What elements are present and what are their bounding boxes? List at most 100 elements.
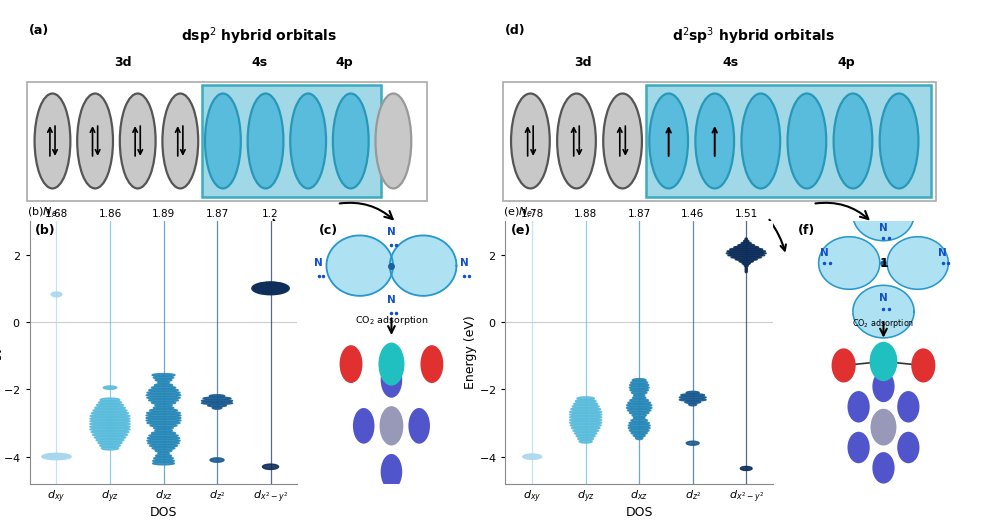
Ellipse shape <box>744 264 748 267</box>
Circle shape <box>379 343 404 386</box>
Text: N: N <box>460 258 469 268</box>
Ellipse shape <box>629 386 649 389</box>
Ellipse shape <box>576 435 596 438</box>
Ellipse shape <box>91 411 129 415</box>
Ellipse shape <box>146 414 181 417</box>
Ellipse shape <box>96 438 124 442</box>
Ellipse shape <box>574 402 598 405</box>
Text: N: N <box>938 248 947 257</box>
Ellipse shape <box>152 373 175 376</box>
Text: N: N <box>879 223 888 232</box>
Ellipse shape <box>523 454 541 459</box>
Ellipse shape <box>252 282 289 295</box>
Circle shape <box>847 432 870 463</box>
Ellipse shape <box>631 419 647 422</box>
Ellipse shape <box>628 401 650 404</box>
Ellipse shape <box>649 94 688 188</box>
Ellipse shape <box>91 431 129 434</box>
Ellipse shape <box>726 252 766 254</box>
Ellipse shape <box>745 268 747 270</box>
Circle shape <box>897 391 920 423</box>
Text: (e): (e) <box>510 224 531 237</box>
Bar <box>645 85 932 197</box>
Text: (b)$N_e$:: (b)$N_e$: <box>27 206 60 219</box>
Ellipse shape <box>153 460 174 462</box>
Circle shape <box>897 432 920 463</box>
Text: dsp$^2$ hybrid orbitals: dsp$^2$ hybrid orbitals <box>181 25 337 47</box>
Circle shape <box>869 342 898 381</box>
Ellipse shape <box>93 409 127 412</box>
Ellipse shape <box>557 94 596 188</box>
Ellipse shape <box>90 428 130 431</box>
Text: 1.78: 1.78 <box>520 210 544 219</box>
Text: CO$_2$ adsorption: CO$_2$ adsorption <box>852 317 915 330</box>
Ellipse shape <box>511 94 550 188</box>
Ellipse shape <box>208 404 226 407</box>
Ellipse shape <box>630 399 648 402</box>
Ellipse shape <box>152 432 175 435</box>
Ellipse shape <box>632 396 646 399</box>
Ellipse shape <box>685 401 701 404</box>
Text: N: N <box>879 293 888 304</box>
Y-axis label: Energy (eV): Energy (eV) <box>464 316 478 389</box>
Ellipse shape <box>731 256 761 258</box>
Ellipse shape <box>572 426 600 430</box>
Ellipse shape <box>101 447 119 450</box>
Ellipse shape <box>570 424 602 427</box>
Ellipse shape <box>628 426 650 430</box>
Polygon shape <box>853 188 914 241</box>
Circle shape <box>381 362 402 398</box>
Ellipse shape <box>681 394 705 396</box>
Ellipse shape <box>154 457 173 460</box>
Ellipse shape <box>733 246 759 249</box>
Text: 1.87: 1.87 <box>627 210 651 219</box>
Ellipse shape <box>153 462 174 465</box>
Ellipse shape <box>633 417 645 420</box>
Ellipse shape <box>631 432 647 435</box>
Circle shape <box>408 408 430 444</box>
Ellipse shape <box>205 94 241 188</box>
Ellipse shape <box>570 416 602 419</box>
Ellipse shape <box>150 444 177 447</box>
Ellipse shape <box>209 395 225 397</box>
Ellipse shape <box>147 394 180 397</box>
Text: 4p: 4p <box>837 56 855 69</box>
Ellipse shape <box>573 429 599 432</box>
Text: 3d: 3d <box>114 56 132 69</box>
Ellipse shape <box>163 94 198 188</box>
Ellipse shape <box>604 94 642 188</box>
Ellipse shape <box>203 397 231 400</box>
Polygon shape <box>389 236 457 296</box>
Ellipse shape <box>100 398 120 401</box>
Ellipse shape <box>626 407 652 409</box>
Ellipse shape <box>77 94 113 188</box>
Ellipse shape <box>745 270 747 272</box>
Text: 4p: 4p <box>336 56 353 69</box>
Ellipse shape <box>788 94 826 188</box>
Circle shape <box>872 371 895 402</box>
Circle shape <box>870 409 897 446</box>
Ellipse shape <box>633 394 645 397</box>
Ellipse shape <box>153 447 174 450</box>
Ellipse shape <box>680 396 707 399</box>
Ellipse shape <box>571 408 601 411</box>
Ellipse shape <box>741 242 751 244</box>
Ellipse shape <box>103 386 117 389</box>
X-axis label: DOS: DOS <box>625 506 653 519</box>
Ellipse shape <box>155 384 172 386</box>
Ellipse shape <box>570 421 602 424</box>
Ellipse shape <box>680 398 706 401</box>
Ellipse shape <box>572 405 600 408</box>
Ellipse shape <box>632 414 646 417</box>
Ellipse shape <box>727 254 765 256</box>
Polygon shape <box>326 236 393 296</box>
Ellipse shape <box>146 419 181 422</box>
Ellipse shape <box>629 429 649 432</box>
Text: 1.51: 1.51 <box>734 210 758 219</box>
Ellipse shape <box>626 404 652 407</box>
Circle shape <box>340 345 363 383</box>
Ellipse shape <box>147 391 180 394</box>
Ellipse shape <box>629 422 649 424</box>
Ellipse shape <box>248 94 283 188</box>
Ellipse shape <box>578 437 594 440</box>
